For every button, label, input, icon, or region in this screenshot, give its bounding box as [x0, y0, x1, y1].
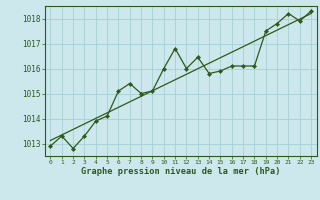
X-axis label: Graphe pression niveau de la mer (hPa): Graphe pression niveau de la mer (hPa)	[81, 167, 281, 176]
